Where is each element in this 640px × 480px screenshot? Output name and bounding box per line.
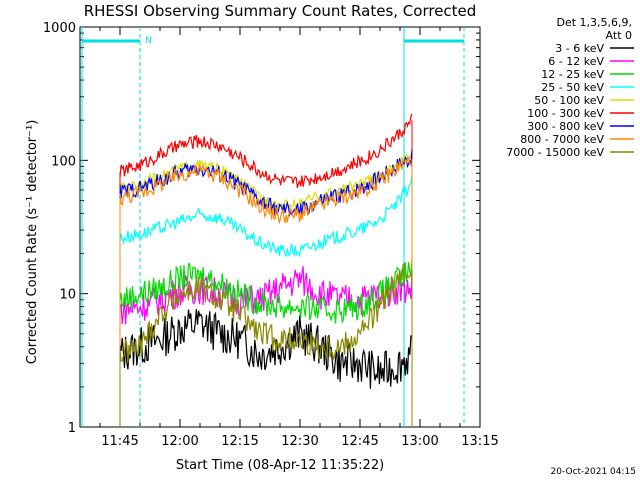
x-axis-label: Start Time (08-Apr-12 11:35:22) (176, 458, 384, 473)
series-line-1 (119, 308, 413, 389)
timestamp: 20-Oct-2021 04:15 (551, 467, 636, 477)
x-tick-label: 13:00 (401, 434, 438, 449)
legend-label: 3 - 6 keV (555, 42, 604, 55)
y-tick-label: 10 (59, 288, 76, 303)
x-tick-label: 13:15 (461, 434, 498, 449)
legend-label: 6 - 12 keV (548, 55, 604, 68)
x-tick-label: 12:45 (341, 434, 378, 449)
y-tick-label: 1 (68, 421, 76, 436)
y-tick-label: 100 (51, 154, 76, 169)
legend-label: 800 - 7000 keV (520, 133, 604, 146)
legend-label: 100 - 300 keV (527, 107, 604, 120)
y-axis-label: Corrected Count Rate (s⁻¹ detector⁻¹) (25, 120, 40, 365)
x-tick-label: 12:30 (281, 434, 318, 449)
series-line-3 (119, 258, 413, 324)
legend-label: 12 - 25 keV (541, 68, 604, 81)
legend-label: 7000 - 15000 keV (506, 146, 604, 159)
legend-header-line-1: Det 1,3,5,6,9, (556, 16, 632, 29)
series-line-7 (119, 149, 413, 218)
series-line-6 (119, 113, 413, 189)
legend-label: 25 - 50 keV (541, 81, 604, 94)
legend-label: 300 - 800 keV (527, 120, 604, 133)
legend-label: 50 - 100 keV (534, 94, 604, 107)
series-line-4 (119, 174, 413, 258)
night-marker: N (145, 36, 152, 46)
series-line-9 (119, 262, 413, 363)
chart-title: RHESSI Observing Summary Count Rates, Co… (84, 2, 477, 20)
legend-header-line-2: Att 0 (606, 29, 632, 42)
x-tick-label: 12:00 (161, 434, 198, 449)
x-tick-label: 12:15 (221, 434, 258, 449)
y-tick-label: 1000 (43, 21, 76, 36)
x-tick-label: 11:45 (101, 434, 138, 449)
series-line-8 (119, 156, 413, 225)
